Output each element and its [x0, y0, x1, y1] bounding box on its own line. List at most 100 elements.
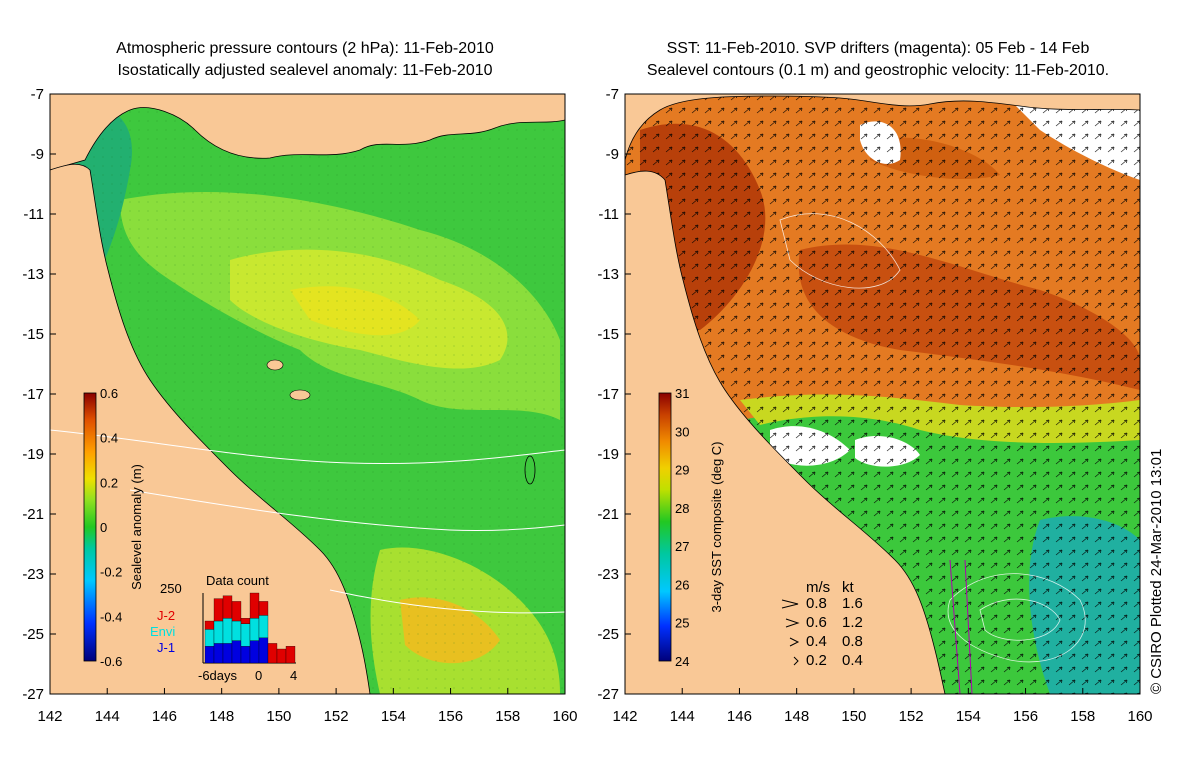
- legend-j1: J-1: [157, 640, 175, 655]
- velocity-legend-kt: 1.2: [842, 614, 863, 631]
- data-count-bar-j1: [222, 643, 233, 664]
- x-tick-label: 142: [612, 708, 637, 725]
- data-count-bar-envi: [213, 620, 224, 644]
- colorbar-tick-label: 26: [675, 577, 689, 592]
- x-tick-label: 146: [152, 708, 177, 725]
- velocity-legend-ms: 0.2: [806, 652, 827, 669]
- data-count-title: Data count: [206, 573, 269, 588]
- data-count-bar-j2: [267, 643, 278, 664]
- y-tick-label: -15: [597, 326, 619, 343]
- y-tick-label: -11: [598, 206, 619, 223]
- colorbar-tick-label: -0.2: [100, 565, 122, 580]
- y-tick-label: -23: [22, 566, 44, 583]
- y-tick-label: -27: [597, 686, 619, 703]
- x-tick-label: 152: [324, 708, 349, 725]
- colorbar-tick-label: 29: [675, 463, 689, 478]
- x-tick-label: 154: [381, 708, 406, 725]
- y-tick-label: -23: [597, 566, 619, 583]
- data-count-bar-envi: [231, 620, 242, 641]
- velocity-legend-kt-header: kt: [842, 579, 855, 596]
- colorbar-tick-label: 0.4: [100, 431, 118, 446]
- x-tick-label: 160: [552, 708, 577, 725]
- x-tick-label: 152: [899, 708, 924, 725]
- data-count-bar-j1: [231, 640, 242, 664]
- data-count-bar-envi: [204, 629, 215, 647]
- x-tick-label: 142: [37, 708, 62, 725]
- data-count-bar-j2: [213, 598, 224, 622]
- y-tick-label: -11: [23, 206, 44, 223]
- data-count-bar-envi: [222, 618, 233, 644]
- data-count-bar-j1: [204, 646, 215, 664]
- colorbar-tick-label: -0.4: [100, 609, 122, 624]
- y-tick-label: -9: [31, 146, 44, 163]
- colorbar-tick-label: 30: [675, 424, 689, 439]
- data-count-bar-envi: [258, 615, 269, 638]
- x-tick-label: 146: [727, 708, 752, 725]
- x-tick-label: 158: [495, 708, 520, 725]
- sla-colorbar: [83, 392, 97, 662]
- colorbar-tick-label: 25: [675, 616, 689, 631]
- y-tick-label: -17: [22, 386, 44, 403]
- x-tick-label: 154: [956, 708, 981, 725]
- data-count-bar-j2: [285, 646, 296, 664]
- data-count-bars: [204, 592, 296, 664]
- colorbar-tick-label: 0: [100, 520, 107, 535]
- y-tick-label: -9: [606, 146, 619, 163]
- sst-colorbar: [658, 392, 672, 662]
- right-title-line2: Sealevel contours (0.1 m) and geostrophi…: [646, 62, 1110, 79]
- velocity-legend-arrow: [789, 637, 800, 647]
- credit-text: © CSIRO Plotted 24-Mar-2010 13:01: [1148, 449, 1165, 694]
- data-count-bar-j2: [249, 592, 260, 619]
- sst-colorbar-label: 3-day SST composite (deg C): [709, 442, 724, 613]
- y-tick-label: -27: [22, 686, 44, 703]
- legend-envi: Envi: [150, 624, 175, 639]
- velocity-legend-arrow: [781, 599, 799, 609]
- left-y-axis: -7 -9 -11 -13 -15 -17 -19 -21 -23 -25 -27: [22, 86, 56, 703]
- velocity-legend-arrow: [785, 618, 800, 628]
- left-title-line2: Isostatically adjusted sealevel anomaly:…: [117, 62, 493, 79]
- data-count-bar-j1: [240, 646, 251, 664]
- x-tick-label: 150: [266, 708, 291, 725]
- data-count-xlabel-zero: 0: [255, 668, 262, 683]
- right-x-axis: 142 144 146 148 150 152 154 156 158 160: [612, 688, 1153, 725]
- colorbar-tick-label: 24: [675, 654, 689, 669]
- new-guinea-land: [50, 94, 565, 171]
- left-title-line1: Atmospheric pressure contours (2 hPa): 1…: [116, 40, 494, 57]
- data-count-xlabel-start: -6days: [198, 668, 238, 683]
- y-tick-label: -19: [597, 446, 619, 463]
- new-guinea-land-right: [625, 94, 1140, 161]
- x-tick-label: 148: [209, 708, 234, 725]
- y-tick-label: -19: [22, 446, 44, 463]
- data-count-bar-j2: [222, 595, 233, 619]
- y-tick-label: -21: [22, 506, 44, 523]
- velocity-legend-kt: 0.4: [842, 652, 863, 669]
- data-count-bar-j2: [231, 601, 242, 622]
- right-title-line1: SST: 11-Feb-2010. SVP drifters (magenta)…: [666, 40, 1090, 57]
- data-count-inset: Data count 250 J-2 Envi J-1 -6days 0 4: [150, 573, 297, 683]
- sst-colorbar-ticks: 31 30 29 28 27 26 25 24: [675, 386, 689, 669]
- y-tick-label: -25: [597, 626, 619, 643]
- data-count-bar-j2: [258, 601, 269, 616]
- legend-j2: J-2: [157, 608, 175, 623]
- x-tick-label: 156: [1013, 708, 1038, 725]
- x-tick-label: 150: [841, 708, 866, 725]
- australia-land-left: [50, 163, 371, 694]
- colorbar-tick-label: 28: [675, 501, 689, 516]
- x-tick-label: 160: [1127, 708, 1152, 725]
- colorbar-tick-label: 27: [675, 539, 689, 554]
- svp-drifter-tracks: [949, 559, 973, 694]
- right-y-axis: -7 -9 -11 -13 -15 -17 -19 -21 -23 -25 -27: [597, 86, 631, 703]
- velocity-legend-ms: 0.4: [806, 633, 827, 650]
- data-count-xlabel-end: 4: [290, 668, 297, 683]
- data-count-bar-j1: [258, 637, 269, 664]
- pressure-contour-3: [329, 589, 565, 614]
- y-tick-label: -13: [22, 266, 44, 283]
- colorbar-tick-label: 31: [675, 386, 689, 401]
- x-tick-label: 158: [1070, 708, 1095, 725]
- data-count-bar-j2: [276, 648, 287, 664]
- y-tick-label: -21: [597, 506, 619, 523]
- colorbar-tick-label: -0.6: [100, 654, 122, 669]
- x-tick-label: 148: [784, 708, 809, 725]
- velocity-legend-kt: 0.8: [842, 633, 863, 650]
